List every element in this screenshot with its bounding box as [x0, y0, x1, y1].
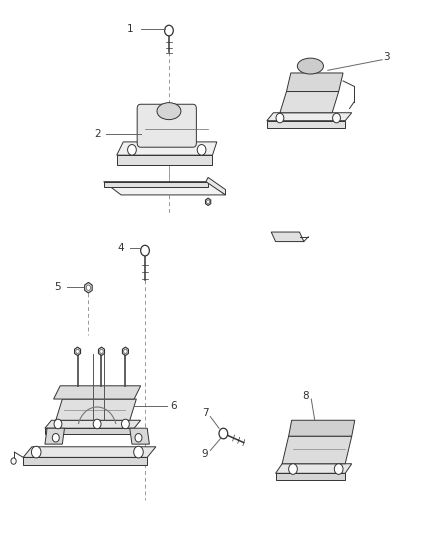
Circle shape — [93, 419, 101, 429]
Polygon shape — [289, 420, 355, 436]
Circle shape — [332, 114, 340, 123]
Polygon shape — [74, 347, 81, 356]
Text: 4: 4 — [118, 243, 124, 253]
Text: 5: 5 — [55, 281, 61, 292]
Polygon shape — [56, 399, 136, 420]
Polygon shape — [104, 182, 226, 195]
Polygon shape — [99, 347, 105, 356]
Polygon shape — [53, 386, 141, 399]
Polygon shape — [276, 464, 352, 473]
Circle shape — [86, 285, 91, 290]
Polygon shape — [282, 436, 352, 464]
Polygon shape — [267, 113, 352, 120]
Ellipse shape — [157, 103, 181, 119]
Circle shape — [219, 428, 228, 439]
Circle shape — [276, 114, 284, 123]
Polygon shape — [45, 428, 64, 444]
Circle shape — [135, 433, 142, 442]
Circle shape — [32, 446, 41, 458]
Polygon shape — [267, 120, 345, 127]
Polygon shape — [271, 232, 304, 241]
Circle shape — [11, 458, 16, 464]
Circle shape — [54, 419, 62, 429]
Polygon shape — [117, 142, 217, 155]
Circle shape — [289, 464, 297, 474]
Circle shape — [141, 245, 149, 256]
Polygon shape — [23, 447, 156, 457]
Polygon shape — [104, 182, 208, 187]
Text: 6: 6 — [170, 401, 177, 411]
Circle shape — [197, 144, 206, 155]
Text: 1: 1 — [127, 24, 133, 34]
Circle shape — [121, 419, 129, 429]
Circle shape — [52, 433, 59, 442]
Polygon shape — [286, 73, 343, 92]
Circle shape — [127, 144, 136, 155]
Polygon shape — [117, 155, 212, 165]
Circle shape — [165, 25, 173, 36]
Ellipse shape — [297, 58, 323, 74]
Polygon shape — [130, 428, 149, 444]
Polygon shape — [45, 428, 134, 433]
Text: 9: 9 — [202, 449, 208, 459]
FancyBboxPatch shape — [137, 104, 196, 147]
Circle shape — [124, 349, 127, 353]
Polygon shape — [276, 473, 345, 480]
Polygon shape — [280, 92, 339, 113]
Circle shape — [334, 464, 343, 474]
Text: 2: 2 — [94, 129, 100, 139]
Circle shape — [134, 446, 143, 458]
Polygon shape — [45, 420, 141, 428]
Polygon shape — [122, 347, 128, 356]
Circle shape — [100, 349, 103, 353]
Text: 7: 7 — [202, 408, 208, 418]
Text: 3: 3 — [383, 52, 390, 62]
Polygon shape — [206, 177, 226, 195]
Polygon shape — [205, 198, 211, 206]
Circle shape — [76, 349, 79, 353]
Polygon shape — [23, 457, 147, 465]
Text: 8: 8 — [303, 391, 309, 401]
Polygon shape — [85, 282, 92, 293]
Circle shape — [207, 200, 210, 204]
